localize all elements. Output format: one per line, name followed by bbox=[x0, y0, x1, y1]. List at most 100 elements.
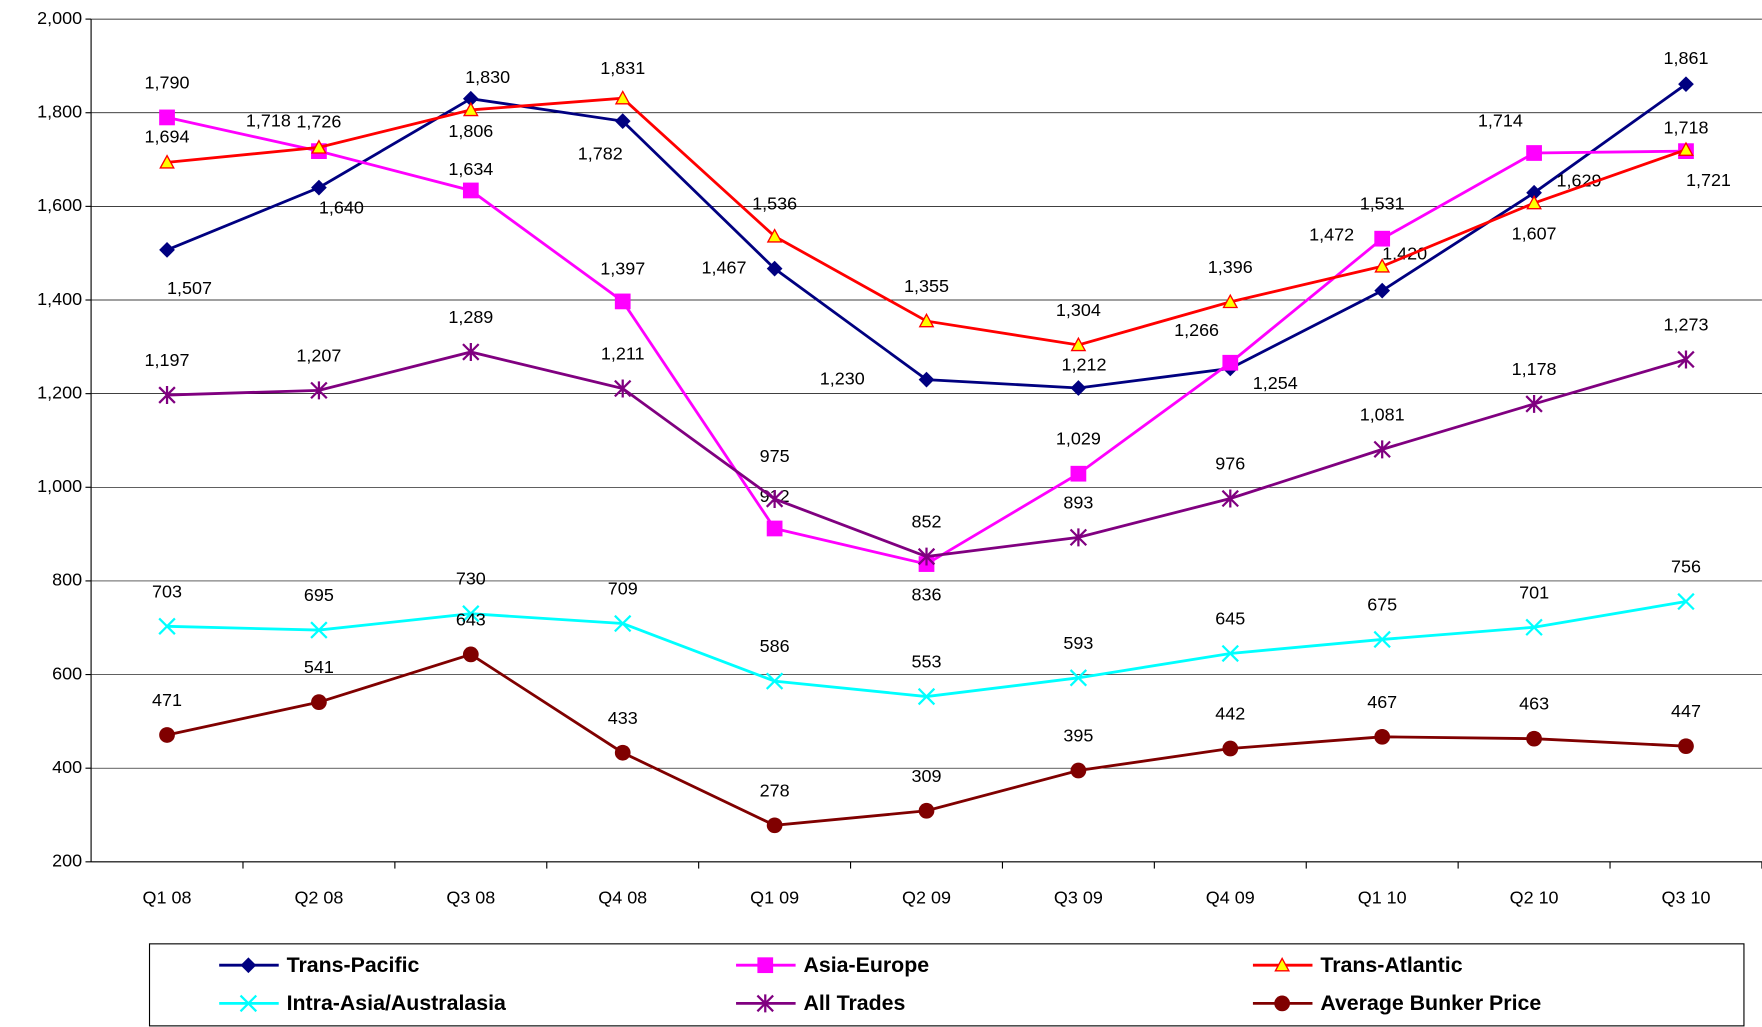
data-point bbox=[1677, 592, 1695, 611]
series-line bbox=[166, 96, 1687, 347]
data-label: 1,397 bbox=[600, 259, 645, 279]
data-label: 893 bbox=[1063, 492, 1093, 512]
data-label: 709 bbox=[608, 579, 638, 599]
data-point bbox=[1221, 644, 1239, 663]
data-point bbox=[1221, 489, 1239, 508]
data-point bbox=[917, 547, 936, 566]
data-label: 1,212 bbox=[1062, 354, 1107, 374]
x-tick-label: Q3 10 bbox=[1662, 888, 1711, 908]
data-point bbox=[918, 371, 935, 388]
data-label: 675 bbox=[1367, 594, 1397, 614]
data-point bbox=[1525, 394, 1543, 413]
data-label: 1,081 bbox=[1360, 404, 1405, 424]
data-label: 730 bbox=[456, 569, 486, 589]
data-point bbox=[1526, 145, 1542, 161]
legend-text: All Trades bbox=[803, 991, 905, 1015]
y-tick-label: 600 bbox=[52, 663, 82, 683]
data-label: 1,718 bbox=[1663, 117, 1708, 137]
series-line bbox=[166, 652, 1687, 827]
data-label: 593 bbox=[1063, 633, 1093, 653]
x-tick-label: Q2 10 bbox=[1510, 888, 1559, 908]
data-point bbox=[766, 817, 783, 834]
data-label: 1,531 bbox=[1360, 194, 1405, 214]
data-point bbox=[462, 646, 479, 663]
data-point bbox=[462, 182, 479, 199]
data-point bbox=[1069, 528, 1088, 547]
data-label: 1,634 bbox=[448, 159, 493, 179]
data-label: 553 bbox=[912, 652, 942, 672]
data-point bbox=[766, 228, 783, 243]
data-point bbox=[1526, 730, 1542, 747]
data-point bbox=[1222, 740, 1239, 757]
series bbox=[158, 592, 1695, 706]
legend-text: Asia-Europe bbox=[803, 953, 929, 977]
series-line bbox=[166, 600, 1687, 698]
data-point bbox=[311, 139, 327, 154]
x-tick-label: Q4 09 bbox=[1206, 888, 1255, 908]
x-tick-label: Q2 08 bbox=[294, 888, 343, 908]
series bbox=[159, 90, 1694, 352]
data-label: 471 bbox=[152, 690, 182, 710]
data-label: 1,640 bbox=[319, 198, 364, 218]
data-point bbox=[1373, 440, 1391, 459]
data-point bbox=[311, 179, 327, 196]
y-tick-label: 1,200 bbox=[37, 382, 82, 402]
data-point bbox=[462, 342, 480, 361]
data-label: 1,266 bbox=[1174, 320, 1219, 340]
data-label: 1,420 bbox=[1382, 243, 1427, 263]
data-label: 395 bbox=[1063, 726, 1093, 746]
data-label: 1,355 bbox=[904, 276, 949, 296]
data-label: 1,029 bbox=[1056, 429, 1101, 449]
data-point bbox=[159, 242, 175, 258]
data-label: 1,694 bbox=[145, 126, 190, 146]
x-tick-label: Q1 09 bbox=[750, 888, 799, 908]
data-label: 541 bbox=[304, 657, 334, 677]
y-tick-label: 400 bbox=[52, 757, 82, 777]
data-point bbox=[1678, 738, 1694, 755]
data-label: 1,507 bbox=[167, 278, 212, 298]
data-label: 442 bbox=[1215, 704, 1245, 724]
data-point bbox=[1069, 669, 1088, 687]
data-point bbox=[310, 621, 328, 639]
data-point bbox=[614, 379, 632, 398]
data-label: 1,254 bbox=[1253, 373, 1298, 393]
data-point bbox=[1374, 230, 1391, 247]
y-tick-label: 800 bbox=[52, 570, 82, 590]
x-tick-label: Q3 08 bbox=[446, 888, 495, 908]
data-label: 976 bbox=[1215, 454, 1245, 474]
data-point bbox=[917, 687, 936, 706]
data-label: 1,396 bbox=[1208, 257, 1253, 277]
data-label: 1,714 bbox=[1478, 110, 1523, 130]
data-label: 643 bbox=[456, 609, 486, 629]
data-point bbox=[1678, 76, 1694, 93]
y-tick-label: 1,400 bbox=[37, 289, 82, 309]
data-label: 1,273 bbox=[1663, 315, 1708, 335]
data-label: 1,861 bbox=[1663, 48, 1708, 68]
data-label: 1,467 bbox=[702, 257, 747, 277]
data-label: 975 bbox=[760, 446, 790, 466]
data-label: 586 bbox=[760, 636, 790, 656]
data-label: 1,536 bbox=[752, 194, 797, 214]
data-point bbox=[614, 90, 631, 105]
data-point bbox=[918, 312, 935, 328]
data-point bbox=[614, 744, 631, 761]
data-label: 1,726 bbox=[296, 111, 341, 131]
x-tick-label: Q2 09 bbox=[902, 888, 951, 908]
data-point bbox=[462, 101, 479, 117]
x-tick-label: Q4 08 bbox=[598, 888, 647, 908]
data-point bbox=[311, 694, 327, 711]
data-point bbox=[1070, 465, 1087, 482]
data-point bbox=[1070, 762, 1087, 779]
data-label: 1,782 bbox=[578, 144, 623, 164]
data-label: 1,178 bbox=[1512, 359, 1557, 379]
data-label: 852 bbox=[912, 512, 942, 532]
data-label: 1,230 bbox=[820, 368, 865, 388]
data-label: 1,472 bbox=[1309, 225, 1354, 245]
data-point bbox=[158, 617, 176, 635]
x-tick-label: Q1 08 bbox=[143, 888, 192, 908]
data-label: 1,304 bbox=[1056, 300, 1101, 320]
data-point bbox=[462, 605, 480, 623]
series bbox=[158, 342, 1695, 566]
data-point bbox=[159, 727, 175, 743]
